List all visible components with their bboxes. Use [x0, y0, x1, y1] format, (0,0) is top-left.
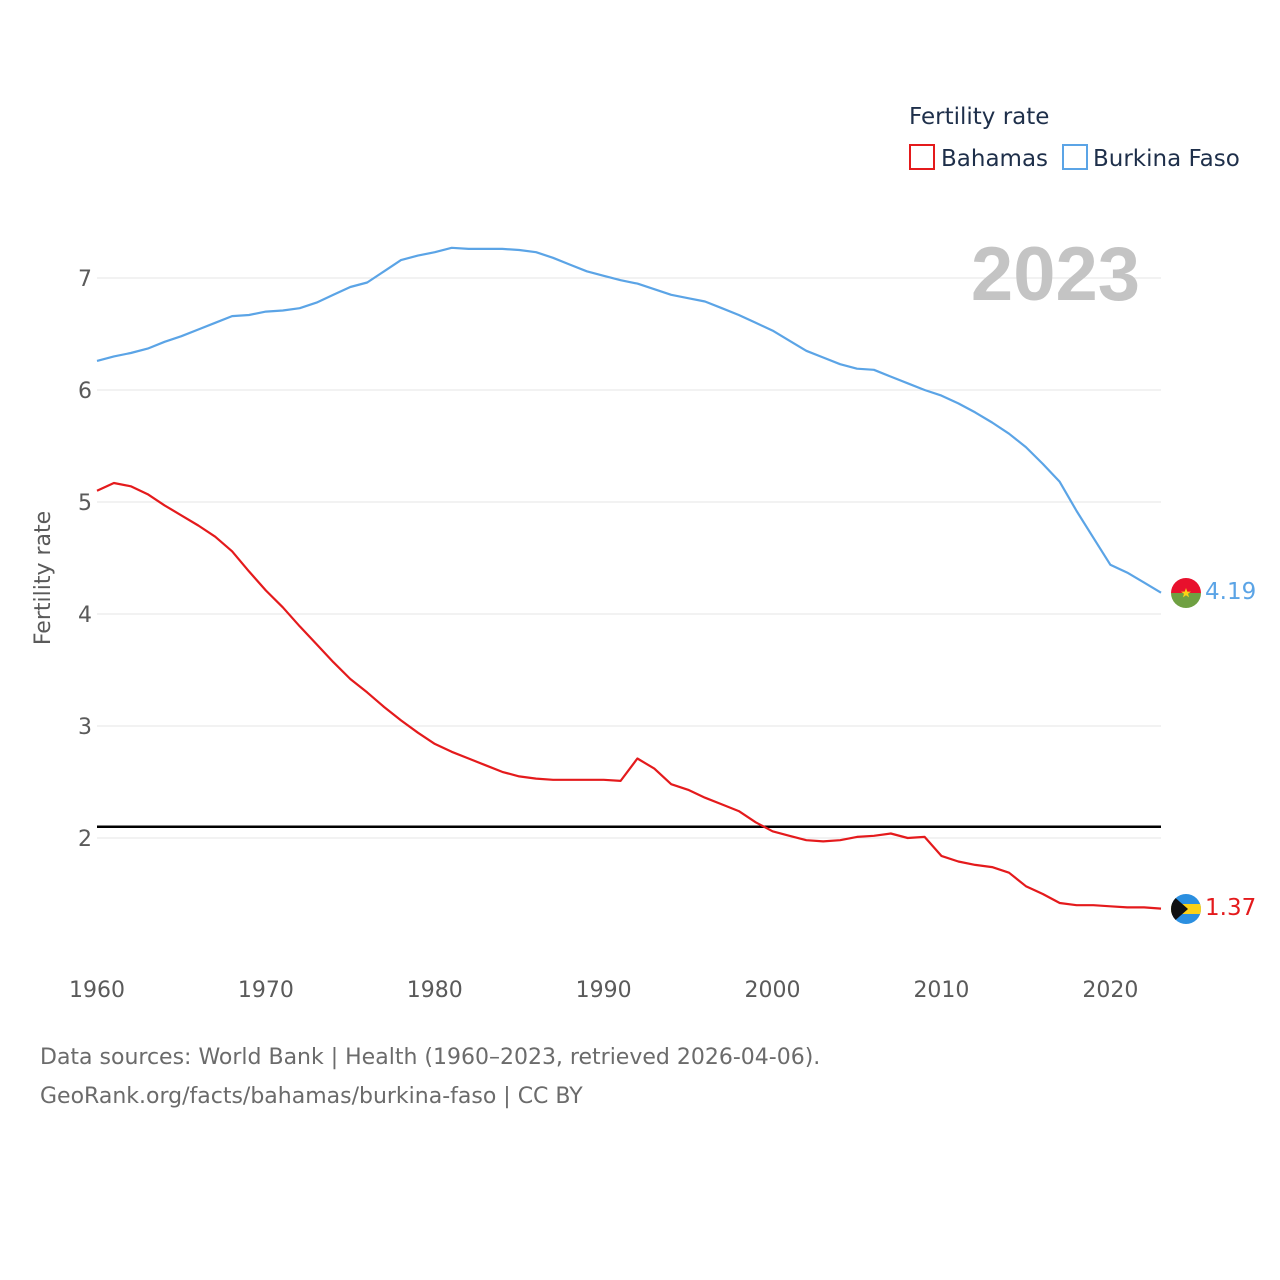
legend-swatch-burkina-faso — [1062, 144, 1088, 170]
y-tick-label: 2 — [78, 827, 92, 852]
bahamas-end-label: 1.37 — [1205, 895, 1256, 921]
series-line-bahamas — [96, 481, 1162, 910]
series-line-burkina-faso — [96, 246, 1162, 594]
source-link-line[interactable]: GeoRank.org/facts/bahamas/burkina-faso |… — [40, 1084, 583, 1109]
y-tick-label: 7 — [78, 267, 92, 292]
legend-label-burkina-faso: Burkina Faso — [1093, 146, 1240, 172]
legend-swatch-bahamas — [909, 144, 935, 170]
x-axis-ticks: 1960 1970 1980 1990 2000 2010 2020 — [69, 978, 1138, 1003]
legend-title: Fertility rate — [909, 104, 1049, 130]
y-tick-label: 5 — [78, 491, 92, 516]
legend: Fertility rate Bahamas Burkina Faso — [909, 104, 1240, 172]
x-tick-label: 2020 — [1082, 978, 1138, 1003]
bahamas-flag-icon — [1171, 894, 1201, 924]
y-tick-label: 3 — [78, 715, 92, 740]
x-tick-label: 1980 — [407, 978, 463, 1003]
y-axis-ticks: 2 3 4 5 6 7 — [78, 267, 92, 852]
legend-label-bahamas: Bahamas — [941, 146, 1048, 172]
x-tick-label: 1960 — [69, 978, 125, 1003]
y-tick-label: 4 — [78, 603, 92, 628]
source-line-1: Data sources: World Bank | Health (1960–… — [40, 1045, 821, 1070]
burkina-faso-flag-icon — [1171, 578, 1201, 608]
y-tick-label: 6 — [78, 379, 92, 404]
y-axis-title: Fertility rate — [31, 511, 56, 645]
gridlines — [97, 277, 1161, 839]
x-tick-label: 1970 — [238, 978, 294, 1003]
series-lines — [96, 246, 1162, 910]
burkina-faso-end-label: 4.19 — [1205, 579, 1256, 605]
x-tick-label: 2000 — [745, 978, 801, 1003]
year-label: 2023 — [971, 232, 1140, 317]
x-tick-label: 2010 — [913, 978, 969, 1003]
x-tick-label: 1990 — [576, 978, 632, 1003]
